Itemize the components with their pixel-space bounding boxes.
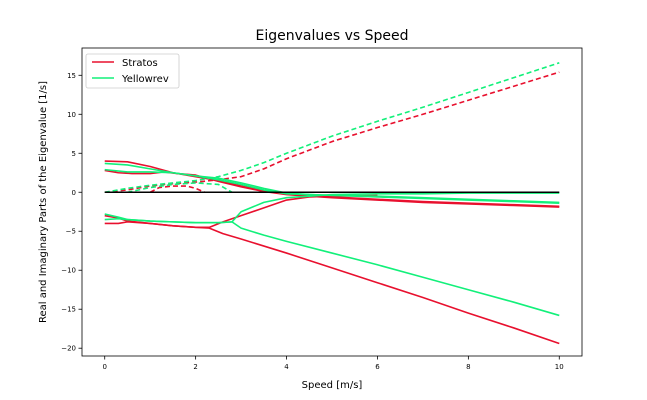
y-tick-label: −10 bbox=[61, 267, 76, 275]
x-axis-label: Speed [m/s] bbox=[302, 380, 363, 391]
x-axis-ticks: 0 2 4 6 8 10 bbox=[102, 356, 564, 371]
y-tick-label: 15 bbox=[67, 72, 76, 80]
x-tick-label: 2 bbox=[193, 363, 197, 371]
y-tick-label: −15 bbox=[61, 306, 76, 314]
y-tick-label: −20 bbox=[61, 345, 76, 353]
x-tick-label: 8 bbox=[466, 363, 470, 371]
plot-frame bbox=[81, 47, 583, 357]
legend-label-yellowrev: Yellowrev bbox=[121, 74, 169, 85]
y-axis-label: Real and Imaginary Parts of the Eigenval… bbox=[38, 81, 49, 323]
y-tick-label: 5 bbox=[72, 150, 76, 158]
series-line-stratos-4 bbox=[104, 71, 560, 194]
y-axis-ticks: −20 −15 −10 −5 0 5 10 15 bbox=[61, 72, 82, 353]
series-line-yellowrev-10 bbox=[104, 62, 560, 194]
legend-label-stratos: Stratos bbox=[122, 58, 158, 69]
series-line-yellowrev-9 bbox=[104, 217, 560, 317]
series-line-stratos-3 bbox=[104, 214, 560, 345]
y-tick-label: 10 bbox=[67, 111, 76, 119]
plot-lines bbox=[104, 62, 560, 345]
y-tick-label: 0 bbox=[72, 189, 76, 197]
series-line-stratos-1 bbox=[104, 169, 560, 208]
x-tick-label: 4 bbox=[284, 363, 289, 371]
series-line-yellowrev-11 bbox=[127, 182, 233, 194]
x-tick-label: 10 bbox=[555, 363, 564, 371]
y-tick-label: −5 bbox=[66, 228, 76, 236]
legend: Stratos Yellowrev bbox=[85, 53, 180, 89]
chart-title: Eigenvalues vs Speed bbox=[255, 28, 408, 44]
series-line-stratos-5 bbox=[149, 185, 206, 193]
x-tick-label: 0 bbox=[102, 363, 106, 371]
x-tick-label: 6 bbox=[375, 363, 380, 371]
